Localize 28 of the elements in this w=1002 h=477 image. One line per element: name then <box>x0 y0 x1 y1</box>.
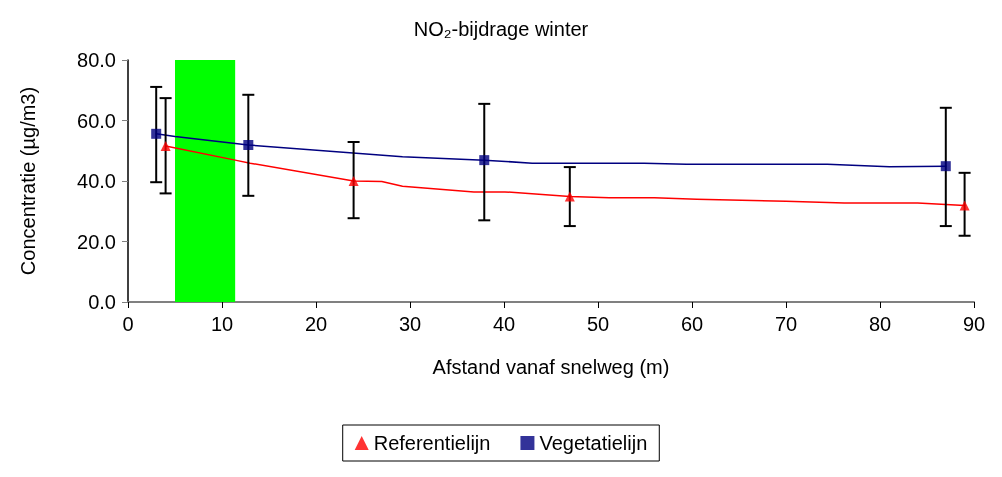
y-tick-label: 40.0 <box>77 170 116 192</box>
x-tick-label: 80 <box>868 313 892 335</box>
point <box>564 191 575 202</box>
x-tick-label: 40 <box>492 313 516 335</box>
x-tick-label: 20 <box>304 313 328 335</box>
point <box>940 161 951 172</box>
y-tick-label: 80.0 <box>77 49 116 71</box>
point <box>243 140 254 150</box>
x-tick-label: 0 <box>122 313 134 335</box>
legend-label: Referentielijn <box>373 432 491 454</box>
point <box>959 200 970 211</box>
x-tick-label: 30 <box>398 313 422 335</box>
chart-title: NO₂-bijdrage winter <box>413 18 589 40</box>
x-tick-label: 70 <box>774 313 798 335</box>
x-tick-label: 50 <box>586 313 610 335</box>
point <box>151 128 162 139</box>
point <box>348 176 359 186</box>
y-tick-label: 60.0 <box>77 109 116 132</box>
y-axis-title: Concentratie (µg/m3) <box>17 86 39 276</box>
legend-label: Vegetatielijn <box>539 432 648 454</box>
point <box>160 140 171 151</box>
x-tick-label: 60 <box>680 313 704 335</box>
y-tick-label: 0.0 <box>88 291 116 313</box>
x-axis-title: Afstand vanaf snelweg (m) <box>432 356 670 378</box>
x-tick-label: 90 <box>962 313 986 335</box>
x-tick-label: 10 <box>210 313 234 335</box>
y-tick-label: 20.0 <box>77 230 116 253</box>
point <box>479 155 490 166</box>
